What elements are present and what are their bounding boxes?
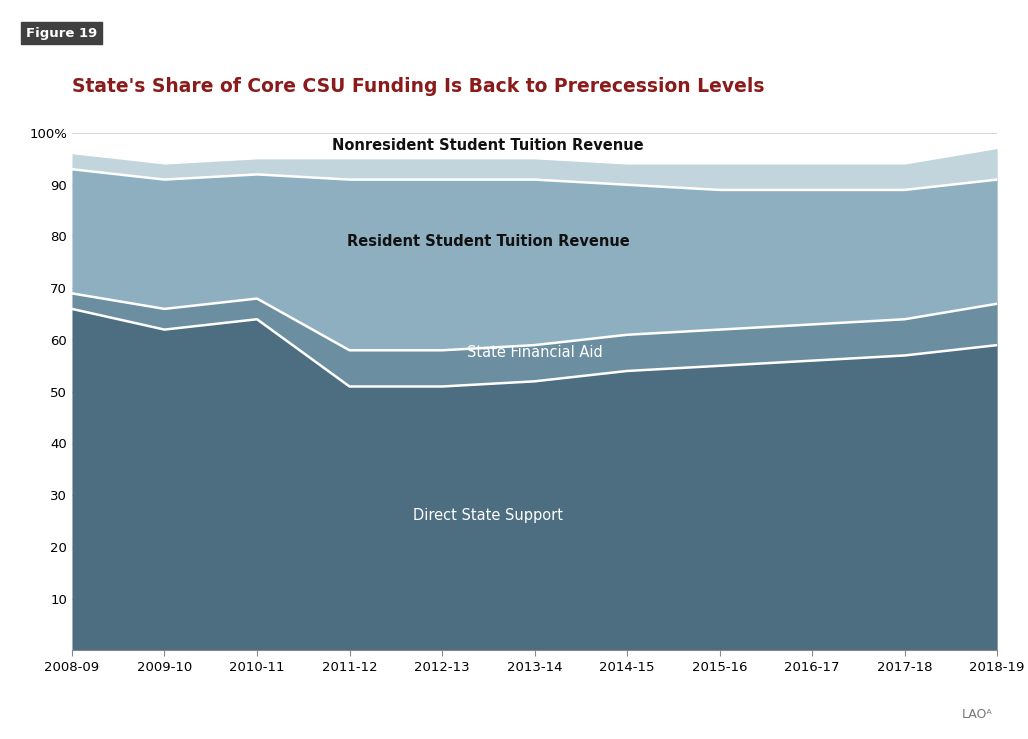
Text: Figure 19: Figure 19	[26, 27, 97, 40]
Text: State Financial Aid: State Financial Aid	[467, 345, 602, 361]
Text: Direct State Support: Direct State Support	[413, 508, 563, 523]
Text: Nonresident Student Tuition Revenue: Nonresident Student Tuition Revenue	[332, 138, 645, 154]
Text: State's Share of Core CSU Funding Is Back to Prerecession Levels: State's Share of Core CSU Funding Is Bac…	[72, 77, 765, 96]
Text: LAOᴬ: LAOᴬ	[961, 707, 992, 721]
Text: Resident Student Tuition Revenue: Resident Student Tuition Revenue	[346, 234, 630, 249]
